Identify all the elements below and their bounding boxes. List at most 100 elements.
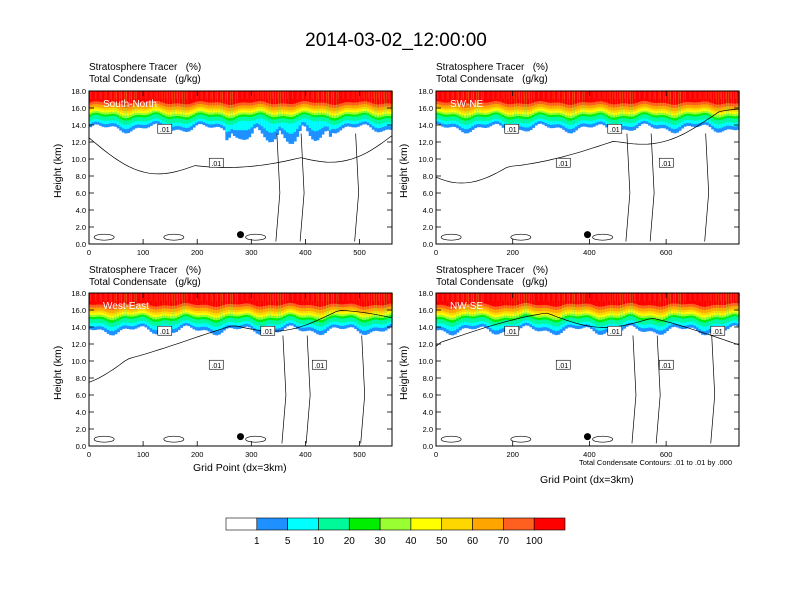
- tracer-cell: [504, 91, 508, 104]
- panel-3: .01.01.01.01West-East0.02.04.06.08.010.0…: [71, 289, 393, 459]
- y-tick-label: 0.0: [76, 442, 86, 451]
- tracer-cell: [167, 91, 171, 104]
- tracer-stripe: [322, 293, 324, 301]
- tracer-cell: [438, 91, 442, 102]
- tracer-stripe: [231, 293, 233, 301]
- tracer-stripe: [709, 91, 711, 99]
- tracer-cell: [273, 293, 277, 306]
- tracer-stripe: [297, 293, 299, 301]
- y-tick-label: 2.0: [423, 223, 433, 232]
- tracer-cell: [524, 91, 528, 105]
- tracer-stripe: [654, 91, 656, 99]
- tracer-cell: [162, 91, 166, 103]
- tracer-stripe: [327, 293, 329, 301]
- tracer-cell: [101, 91, 105, 103]
- tracer-stripe: [150, 91, 152, 99]
- tracer-cell: [564, 91, 568, 105]
- x-tick-label: 400: [299, 248, 312, 257]
- tracer-cell: [438, 293, 442, 305]
- y-tick-label: 16.0: [418, 104, 433, 113]
- tracer-stripe: [377, 293, 380, 301]
- panel3-header-tracer: Stratosphere Tracer (%): [89, 265, 202, 276]
- tracer-cell: [670, 293, 674, 304]
- tracer-cell: [574, 91, 579, 104]
- y-tick-label: 10.0: [418, 155, 433, 164]
- tracer-cell: [131, 91, 136, 104]
- tracer-cell: [349, 91, 353, 103]
- tracer-stripe: [367, 293, 369, 301]
- y-tick-label: 0.0: [76, 240, 86, 249]
- tracer-stripe: [337, 91, 339, 99]
- tracer-cell: [192, 293, 196, 305]
- tracer-cell: [630, 293, 634, 303]
- contour-line: [245, 233, 266, 241]
- tracer-cell: [283, 293, 287, 305]
- tracer-stripe: [497, 91, 499, 99]
- tracer-stripe: [644, 91, 646, 99]
- contour-label-box: [311, 359, 327, 370]
- tracer-cell: [182, 293, 186, 304]
- y-tick-label: 2.0: [76, 223, 86, 232]
- tracer-cell: [590, 293, 594, 305]
- tracer-stripe: [105, 293, 107, 301]
- tracer-cell: [534, 293, 538, 306]
- tracer-stripe: [120, 91, 122, 99]
- tracer-cell: [504, 293, 508, 306]
- tracer-cell: [354, 293, 358, 305]
- tracer-cell: [142, 293, 146, 304]
- tracer-stripe: [286, 91, 289, 99]
- tracer-stripe: [266, 293, 268, 301]
- tracer-cell: [232, 91, 237, 105]
- tracer-stripe: [185, 91, 188, 99]
- tracer-stripe: [317, 91, 319, 99]
- tracer-cell: [645, 91, 649, 102]
- tracer-cell: [494, 293, 498, 307]
- tracer-cell: [187, 91, 191, 105]
- contour-label: .01: [314, 363, 324, 370]
- tracer-cell: [202, 293, 206, 305]
- tracer-cell: [162, 293, 166, 306]
- tracer-cell: [344, 91, 348, 103]
- tracer-cell: [116, 91, 120, 103]
- contour-label: .01: [558, 161, 568, 168]
- tracer-stripe: [669, 91, 671, 99]
- tracer-cell: [379, 91, 383, 105]
- tracer-cell: [389, 91, 393, 104]
- tracer-stripe: [312, 293, 314, 301]
- tracer-cell: [559, 91, 563, 103]
- tracer-cell: [217, 91, 221, 103]
- tracer-stripe: [724, 91, 727, 99]
- tracer-cell: [318, 293, 322, 307]
- tracer-cell: [152, 91, 156, 102]
- tracer-stripe: [216, 91, 218, 99]
- tracer-stripe: [517, 91, 519, 99]
- tracer-cell: [584, 293, 589, 304]
- tracer-stripe: [322, 91, 324, 99]
- condensate-contours: [88, 310, 393, 444]
- tracer-cell: [293, 293, 297, 304]
- tracer-stripe: [155, 293, 157, 301]
- tracer-stripe: [211, 293, 213, 301]
- tracer-cell: [675, 293, 680, 304]
- tracer-stripe: [442, 91, 444, 99]
- plot-frame: [88, 292, 393, 447]
- tracer-cell: [483, 293, 488, 304]
- tracer-stripe: [714, 91, 716, 99]
- tracer-cell: [620, 293, 624, 305]
- tracer-stripe: [342, 293, 344, 301]
- location-marker: [584, 231, 591, 239]
- tracer-cell: [539, 293, 543, 306]
- tracer-cell: [605, 293, 609, 306]
- tracer-cell: [524, 293, 528, 303]
- tracer-cell: [177, 293, 181, 305]
- tracer-stripe: [492, 91, 494, 99]
- tracer-cell: [650, 91, 654, 103]
- tracer-stripe: [457, 91, 459, 99]
- tracer-stripe: [236, 91, 238, 99]
- tracer-cell: [263, 293, 267, 307]
- tracer-stripe: [608, 91, 610, 99]
- contour-line: [163, 435, 185, 443]
- tracer-cell: [468, 91, 472, 105]
- tracer-stripe: [522, 91, 525, 99]
- tracer-cell: [237, 293, 242, 305]
